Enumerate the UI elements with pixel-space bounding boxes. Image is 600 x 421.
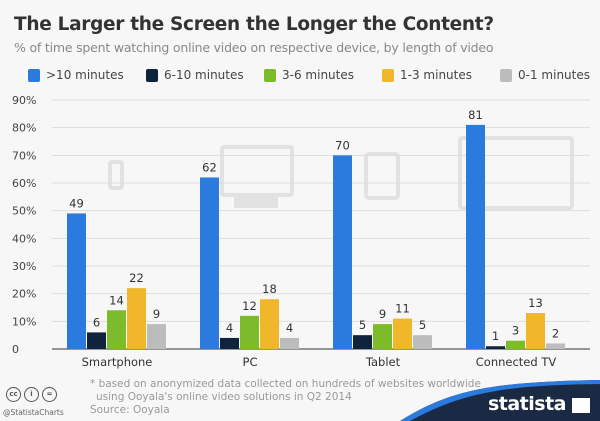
data-label: 4 (286, 321, 293, 335)
y-tick-label: 80% (12, 122, 36, 135)
y-tick-label: 90% (12, 94, 36, 107)
statista-logo-icon (572, 398, 590, 413)
legend-label: 3-6 minutes (282, 68, 354, 82)
legend-label: 6-10 minutes (164, 68, 244, 82)
bar (87, 332, 106, 349)
pc-stand-icon (234, 196, 278, 208)
x-tick-label: Tablet (365, 355, 401, 369)
bar (506, 340, 525, 349)
bar (260, 299, 279, 349)
data-label: 6 (93, 315, 100, 329)
bar (67, 213, 86, 349)
bar (413, 335, 432, 349)
plot-area: 010%20%30%40%50%60%70%80%90%49614229Smar… (12, 94, 590, 369)
chart-title: The Larger the Screen the Longer the Con… (14, 14, 494, 35)
brand-banner (400, 380, 600, 421)
data-label: 2 (552, 326, 559, 340)
bar (486, 346, 505, 349)
data-label: 9 (379, 307, 386, 321)
data-label: 14 (109, 293, 124, 307)
statista-logo: statista (487, 393, 567, 415)
data-label: 18 (262, 282, 277, 296)
bar (546, 343, 565, 349)
bar (393, 318, 412, 349)
y-tick-label: 20% (12, 288, 36, 301)
data-label: 81 (468, 108, 483, 122)
legend-swatch (146, 68, 158, 82)
y-tick-label: 10% (12, 315, 36, 328)
pc-monitor-icon (220, 145, 294, 197)
bar (280, 337, 299, 349)
data-label: 4 (226, 321, 233, 335)
legend-item: 3-6 minutes (264, 68, 382, 82)
bar (147, 324, 166, 349)
tablet-icon (364, 152, 400, 200)
bar (373, 324, 392, 349)
y-tick-label: 40% (12, 232, 36, 245)
legend-label: 0-1 minutes (518, 68, 590, 82)
bar (466, 124, 485, 350)
data-label: 22 (129, 271, 144, 285)
legend-label: 1-3 minutes (400, 68, 472, 82)
smartphone-icon (108, 160, 124, 190)
legend-swatch (264, 68, 276, 82)
twitter-handle: @StatistaCharts (3, 408, 64, 417)
legend-item: 0-1 minutes (500, 68, 600, 82)
data-label: 9 (153, 307, 160, 321)
legend-item: 1-3 minutes (382, 68, 500, 82)
footnote-line1: * based on anonymized data collected on … (90, 378, 481, 390)
bar (200, 177, 219, 349)
bar (526, 313, 545, 349)
legend: >10 minutes 6-10 minutes 3-6 minutes 1-3 mi… (28, 68, 600, 82)
bar (353, 335, 372, 349)
data-label: 70 (335, 138, 350, 152)
data-label: 62 (202, 160, 217, 174)
data-label: 3 (512, 324, 519, 338)
data-label: 12 (242, 299, 257, 313)
bar (333, 155, 352, 349)
data-label: 5 (359, 318, 366, 332)
data-label: 49 (69, 196, 84, 210)
bar (127, 288, 146, 349)
data-label: 11 (395, 302, 410, 316)
tv-icon (458, 136, 574, 210)
source-text: Source: Ooyala (90, 404, 170, 416)
bar (240, 315, 259, 349)
x-tick-label: Smartphone (82, 355, 153, 369)
device-silhouettes (108, 136, 574, 210)
legend-label: >10 minutes (46, 68, 124, 82)
legend-swatch (28, 68, 40, 82)
legend-swatch (500, 68, 512, 82)
y-tick-label: 70% (12, 149, 36, 162)
data-label: 13 (528, 296, 543, 310)
data-label: 5 (419, 318, 426, 332)
legend-swatch (382, 68, 394, 82)
legend-item: >10 minutes (28, 68, 146, 82)
chart-subtitle: % of time spent watching online video on… (14, 40, 494, 55)
y-tick-label: 60% (12, 177, 36, 190)
footnote-line2: using Ooyala's online video solutions in… (96, 391, 352, 403)
bar (107, 310, 126, 349)
creative-commons-icons: cc i = (6, 387, 57, 402)
y-tick-label: 30% (12, 260, 36, 273)
bar (220, 337, 239, 349)
x-tick-label: PC (243, 355, 258, 369)
data-label: 1 (492, 329, 499, 343)
y-tick-label: 0 (12, 343, 19, 356)
legend-item: 6-10 minutes (146, 68, 264, 82)
x-tick-label: Connected TV (476, 355, 557, 369)
y-tick-label: 50% (12, 205, 36, 218)
